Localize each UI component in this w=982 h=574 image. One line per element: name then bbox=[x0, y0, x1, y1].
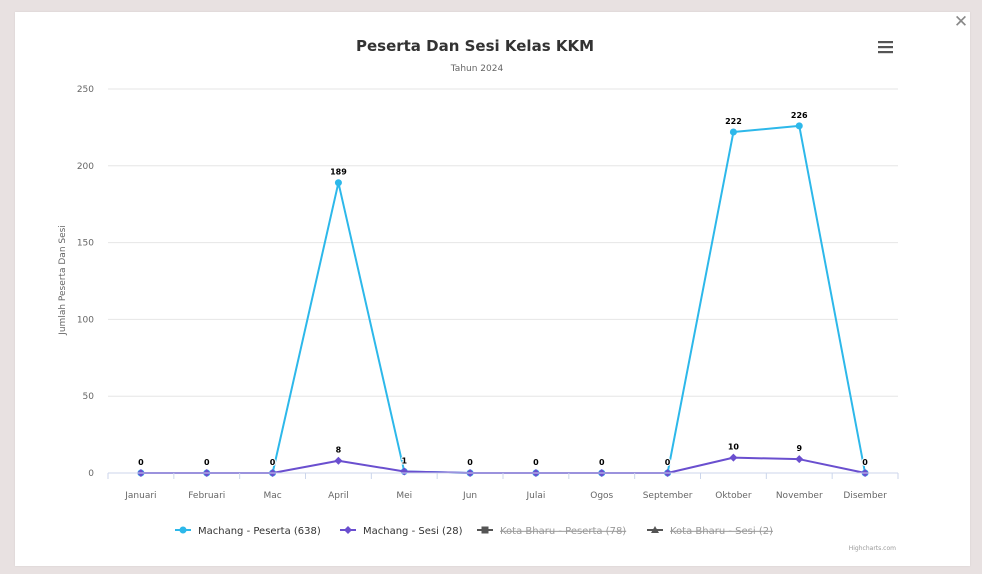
legend-label: Kota Bharu - Sesi (2) bbox=[670, 526, 773, 537]
legend-item[interactable]: Kota Bharu - Peserta (78) bbox=[477, 526, 626, 537]
hamburger-menu-icon[interactable] bbox=[868, 34, 904, 60]
legend-marker bbox=[179, 526, 187, 534]
legend-marker bbox=[344, 526, 352, 534]
legend-label: Machang - Peserta (638) bbox=[198, 526, 321, 537]
legend-marker bbox=[481, 526, 489, 534]
legend-item[interactable]: Machang - Sesi (28) bbox=[340, 526, 463, 537]
legend-item[interactable]: Machang - Peserta (638) bbox=[175, 526, 321, 537]
legend-marker bbox=[651, 526, 659, 533]
legend-label: Kota Bharu - Peserta (78) bbox=[500, 526, 626, 537]
close-icon[interactable]: ✕ bbox=[953, 12, 969, 32]
legend-label: Machang - Sesi (28) bbox=[363, 526, 463, 537]
legend-item[interactable]: Kota Bharu - Sesi (2) bbox=[647, 526, 773, 537]
